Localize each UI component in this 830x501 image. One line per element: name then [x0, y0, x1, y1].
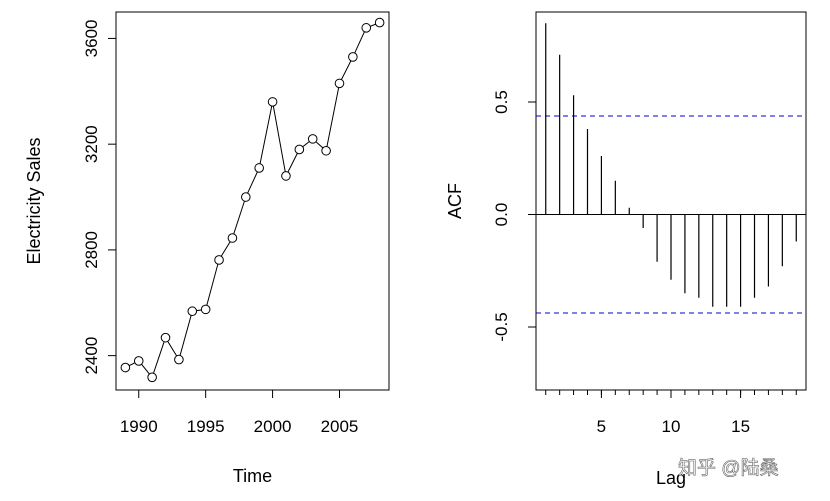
data-point-marker: [281, 171, 291, 181]
data-point-marker: [227, 233, 238, 243]
y-tick-label-left: 2400: [82, 337, 101, 375]
y-axis-label-right: ACF: [445, 183, 465, 219]
data-point-marker: [321, 145, 331, 156]
data-point-marker: [348, 52, 358, 62]
plot-frame-left: [115, 11, 390, 391]
y-tick-label-right: -0.5: [492, 312, 511, 341]
x-tick-label-left: 2005: [321, 417, 359, 436]
x-tick-label-left: 1995: [187, 417, 225, 436]
y-tick-label-left: 3200: [82, 125, 101, 163]
data-point-marker: [241, 192, 251, 202]
data-point-marker: [160, 332, 171, 343]
y-axis-label-left: Electricity Sales: [24, 137, 44, 264]
x-tick-label-left: 2000: [254, 417, 292, 436]
plot-frame-right: [535, 11, 807, 391]
y-tick-label-right: 0.5: [492, 90, 511, 114]
data-point-marker: [374, 17, 385, 28]
y-tick-label-left: 3600: [82, 20, 101, 58]
data-point-marker: [307, 134, 318, 144]
data-point-marker: [133, 356, 144, 366]
x-axis-label-right: Lag: [656, 468, 686, 488]
data-point-marker: [361, 23, 372, 33]
x-axis-label-left: Time: [233, 466, 272, 486]
data-point-marker: [334, 78, 345, 89]
x-tick-label-right: 5: [597, 417, 606, 436]
x-tick-label-right: 15: [731, 417, 750, 436]
data-point-marker: [267, 97, 278, 107]
data-point-marker: [120, 362, 131, 373]
data-point-marker: [187, 306, 198, 317]
x-tick-label-right: 10: [662, 417, 681, 436]
data-point-marker: [200, 304, 211, 315]
data-point-marker: [147, 372, 157, 383]
y-tick-label-left: 2800: [82, 231, 101, 269]
x-tick-label-left: 1990: [120, 417, 158, 436]
data-point-marker: [214, 255, 224, 265]
watermark-text: 知乎 @陆桑: [678, 457, 779, 479]
data-point-marker: [254, 163, 264, 173]
data-point-marker: [174, 354, 184, 365]
series-line: [125, 22, 380, 379]
data-point-marker: [294, 144, 305, 155]
y-tick-label-right: 0.0: [492, 203, 511, 227]
